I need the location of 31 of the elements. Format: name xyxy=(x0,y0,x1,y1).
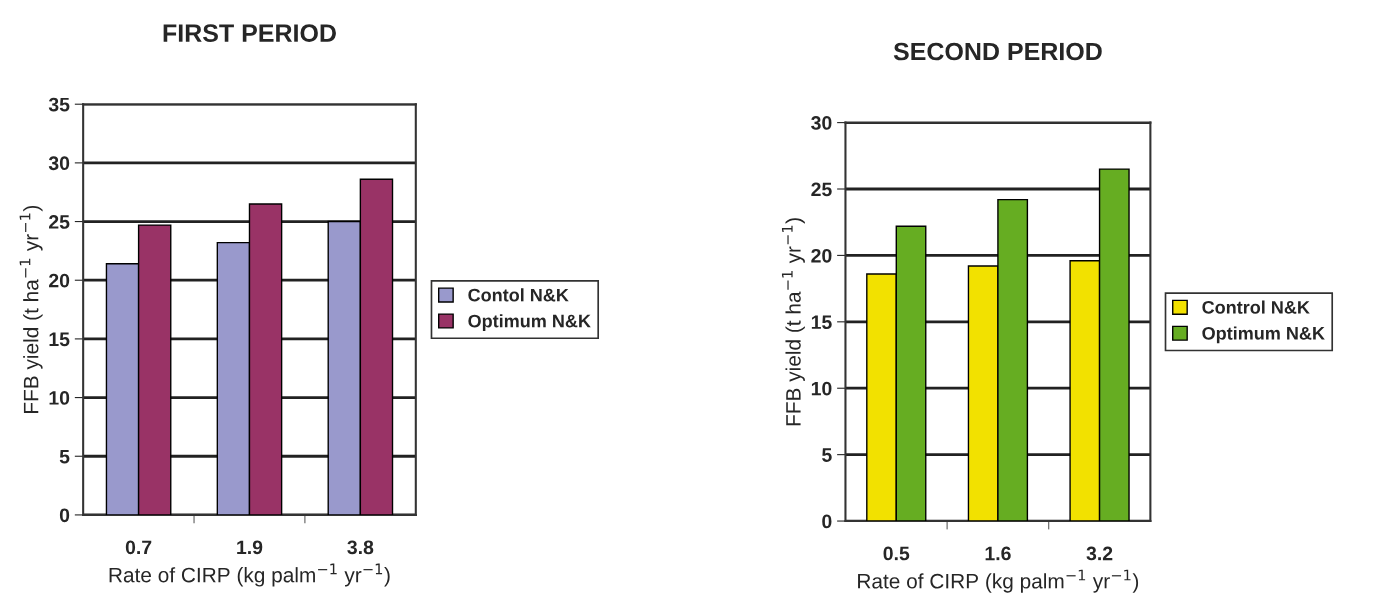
y-tick-label: 0 xyxy=(59,508,70,523)
x-tick-label: 0.7 xyxy=(125,540,152,555)
x-tick-label: 1.9 xyxy=(237,540,263,555)
y-tick-label: 5 xyxy=(59,449,70,464)
y-tick-label: 35 xyxy=(48,97,70,112)
legend-label: Optimum N&K xyxy=(1202,326,1325,344)
legend-label: Control N&K xyxy=(1202,300,1310,314)
y-axis-title: FFB yield (t ha$^{−1}$ yr$^{−1}$) xyxy=(19,205,43,413)
y-tick-label: 15 xyxy=(49,332,70,347)
y-tick-label: 20 xyxy=(49,273,70,288)
y-axis-title: FFB yield (t ha$^{−1}$ yr$^{−1}$) xyxy=(781,218,805,426)
x-axis-title: Rate of CIRP (kg palm$^{−1}$ yr$^{−1}$) xyxy=(858,569,1139,593)
y-tick-label: 0 xyxy=(822,514,832,529)
x-tick-label: 1.6 xyxy=(985,546,1011,561)
y-tick-label: 30 xyxy=(811,116,832,130)
x-tick-label: 3.8 xyxy=(347,540,374,555)
y-tick-label: 20 xyxy=(811,248,832,263)
legend-label: Optimum N&K xyxy=(468,314,591,332)
x-tick-label: 0.5 xyxy=(883,546,910,561)
y-tick-label: 10 xyxy=(49,391,70,405)
y-tick-label: 15 xyxy=(811,315,832,330)
y-tick-label: 25 xyxy=(811,182,832,197)
y-tick-label: 25 xyxy=(49,215,70,229)
x-axis-title: Rate of CIRP (kg palm$^{−1}$ yr$^{−1}$) xyxy=(109,563,390,587)
chart-title: FIRST PERIOD xyxy=(163,24,336,42)
y-tick-label: 30 xyxy=(48,156,70,171)
y-tick-label: 5 xyxy=(822,448,832,462)
chart-title: SECOND PERIOD xyxy=(893,42,1102,61)
y-tick-label: 10 xyxy=(811,381,832,396)
legend-label: Contol N&K xyxy=(468,288,569,302)
x-tick-label: 3.2 xyxy=(1086,546,1113,561)
